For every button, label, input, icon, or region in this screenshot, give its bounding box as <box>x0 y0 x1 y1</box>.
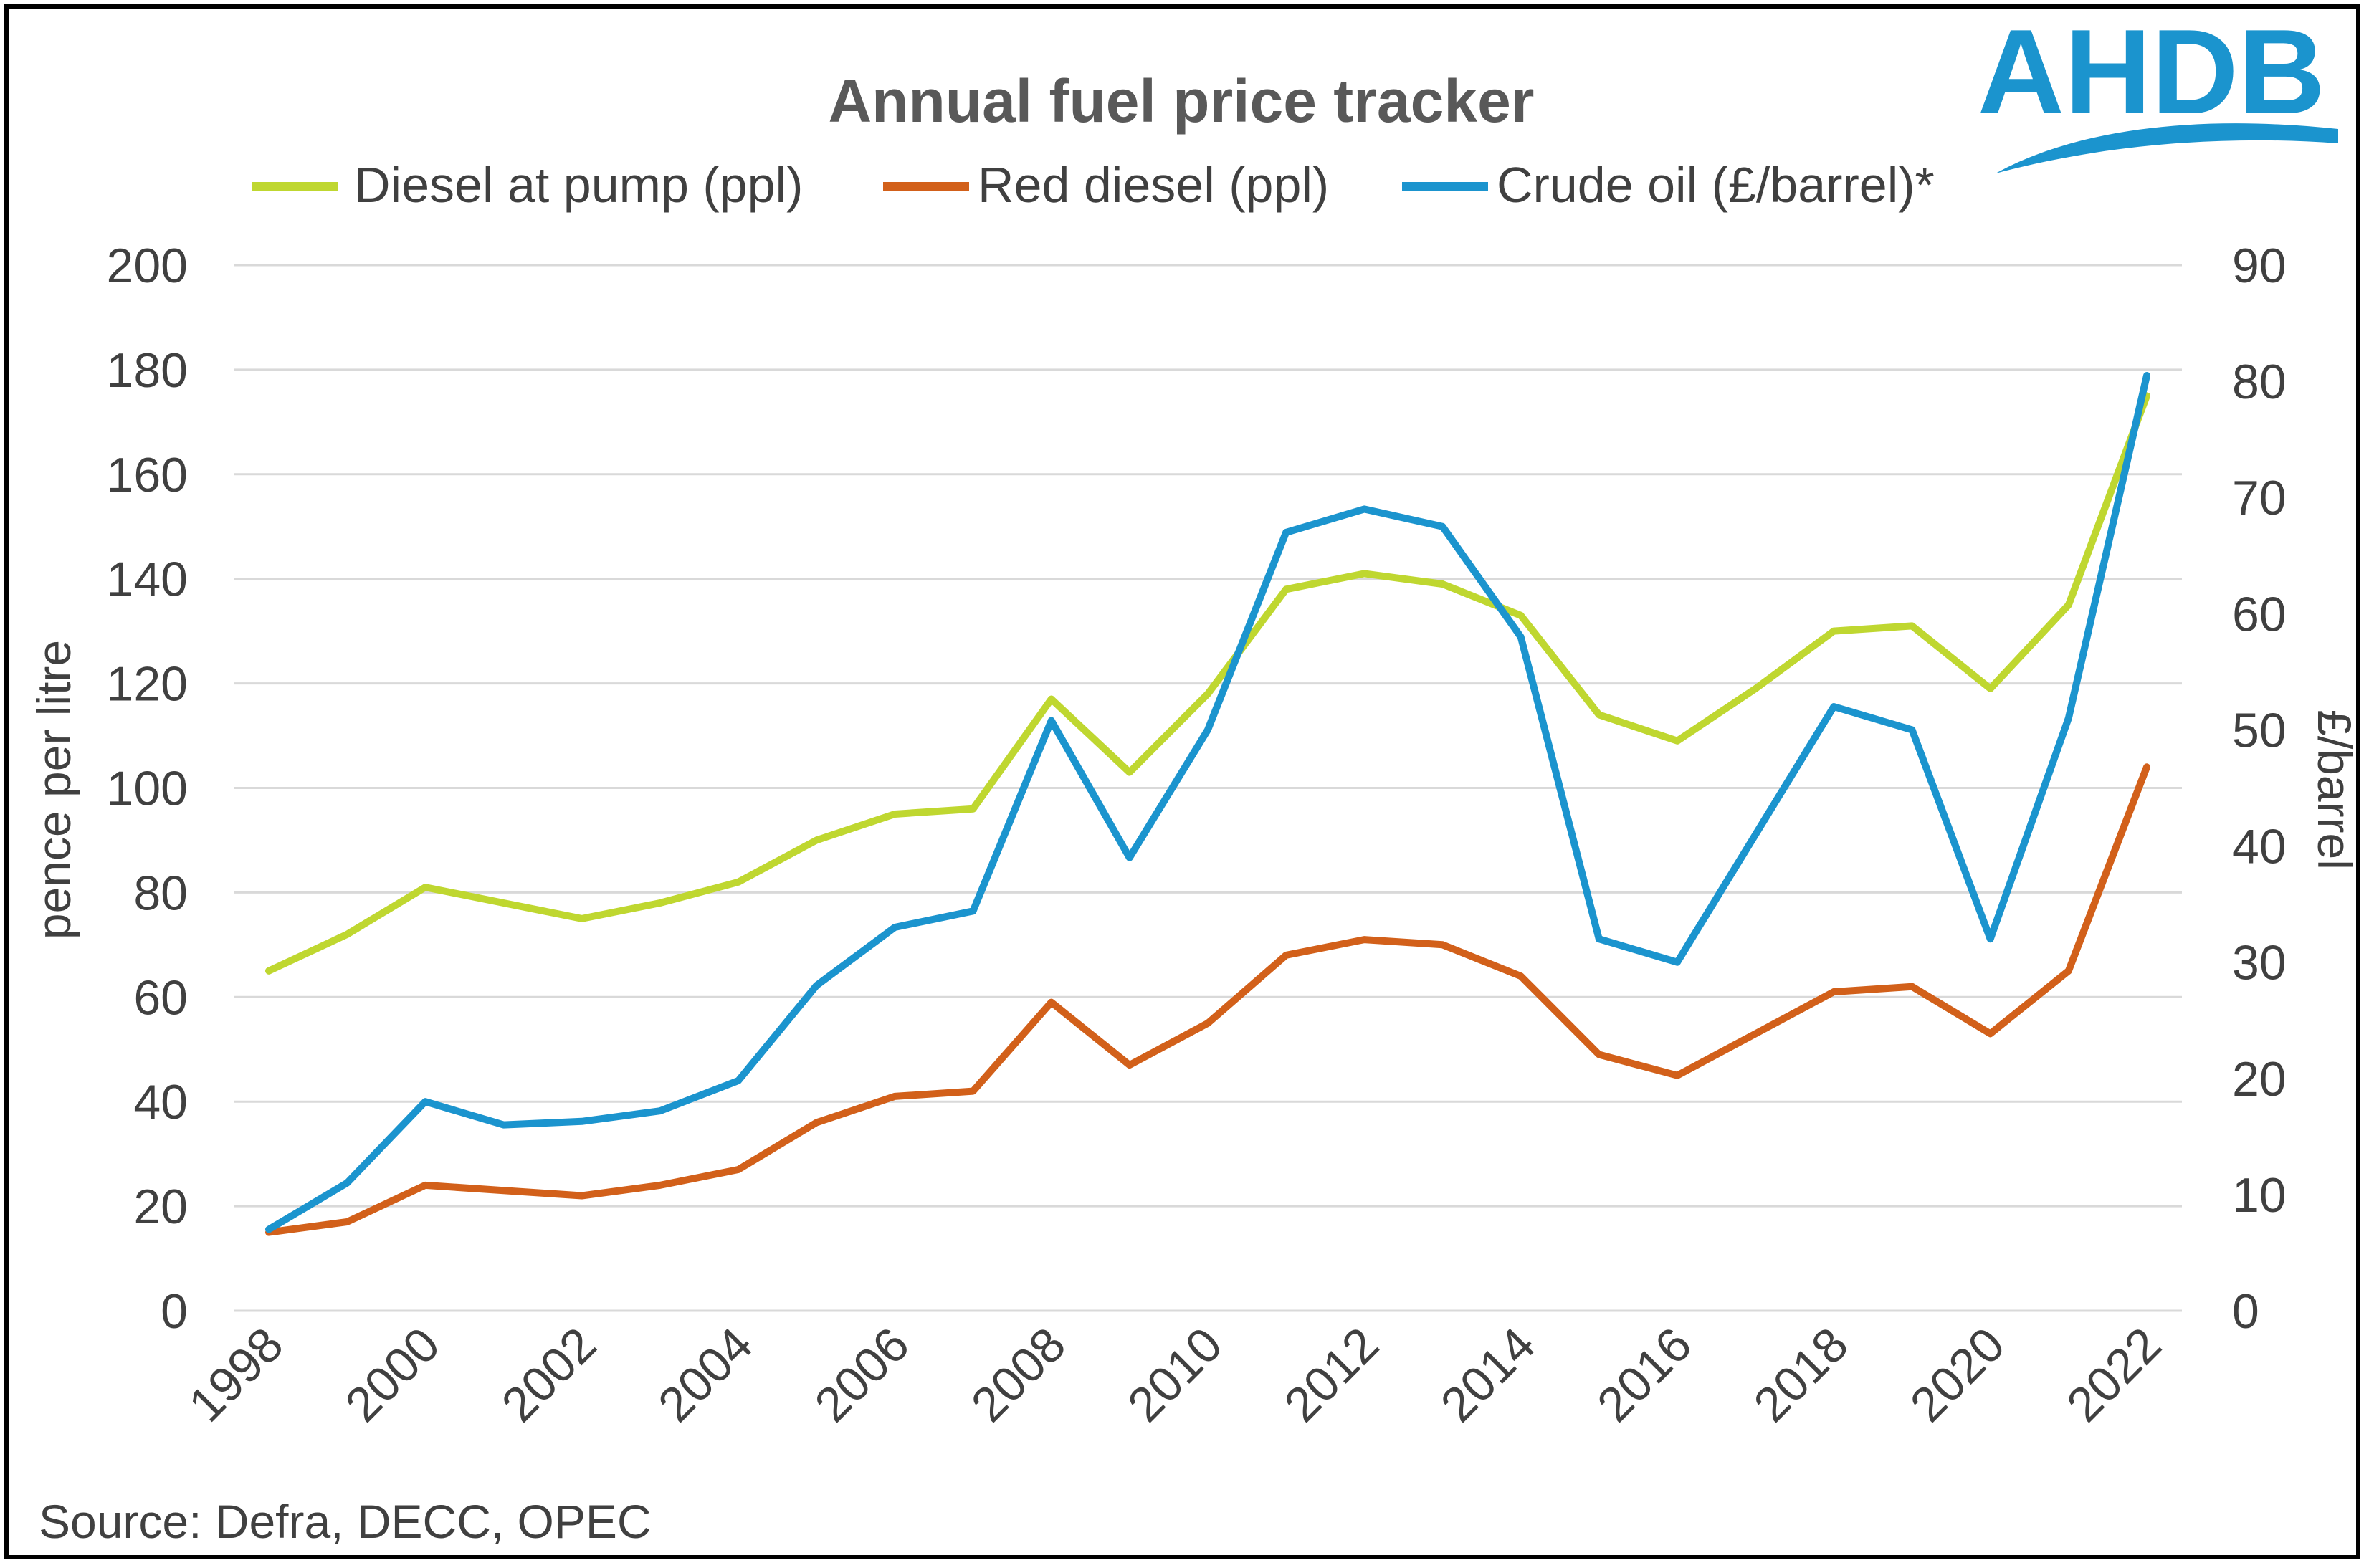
x-tick-label: 2004 <box>648 1317 763 1433</box>
y2-tick-label: 90 <box>2232 239 2287 293</box>
logo-swoosh <box>1996 123 2338 173</box>
x-tick-label: 2022 <box>2056 1317 2172 1433</box>
x-tick-label: 2014 <box>1431 1317 1546 1433</box>
y-tick-label: 100 <box>107 762 188 816</box>
y-tick-label: 120 <box>107 657 188 712</box>
legend-label: Red diesel (ppl) <box>978 157 1329 213</box>
legend-label: Crude oil (£/barrel)* <box>1497 157 1935 213</box>
y-axis-right: 0 10 20 30 40 50 60 70 80 90 <box>2232 239 2287 1339</box>
y2-tick-label: 80 <box>2232 355 2287 409</box>
y2-tick-label: 60 <box>2232 587 2287 641</box>
x-tick-label: 1998 <box>178 1317 294 1433</box>
legend-item-0: Diesel at pump (ppl) <box>252 157 803 213</box>
y-tick-label: 200 <box>107 239 188 293</box>
source-note: Source: Defra, DECC, OPEC <box>39 1495 652 1548</box>
y2-tick-label: 40 <box>2232 820 2287 874</box>
x-tick-label: 2016 <box>1587 1317 1702 1433</box>
legend-item-2: Crude oil (£/barrel)* <box>1402 157 1935 213</box>
gridlines <box>234 264 2182 1312</box>
series-line-0 <box>265 392 2150 975</box>
y2-tick-label: 20 <box>2232 1052 2287 1106</box>
y2-tick-label: 50 <box>2232 703 2287 757</box>
y-tick-label: 140 <box>107 553 188 607</box>
x-tick-label: 2006 <box>804 1317 920 1433</box>
y-tick-label: 60 <box>133 970 188 1025</box>
y2-tick-label: 70 <box>2232 471 2287 525</box>
x-tick-label: 2010 <box>1117 1317 1233 1433</box>
y-axis-left: 0 20 40 60 80 100 120 140 160 180 200 <box>107 239 188 1339</box>
series-line-1 <box>265 763 2150 1236</box>
x-tick-label: 2008 <box>961 1317 1077 1433</box>
logo-text: AHDB <box>1978 9 2325 139</box>
series-lines <box>265 372 2150 1236</box>
x-tick-label: 2002 <box>492 1317 607 1433</box>
x-tick-label: 2018 <box>1743 1317 1859 1433</box>
chart-title: Annual fuel price tracker <box>829 67 1535 135</box>
ahdb-logo: AHDB <box>1978 9 2338 173</box>
legend-item-1: Red diesel (ppl) <box>883 157 1329 213</box>
x-tick-label: 2012 <box>1274 1317 1389 1433</box>
legend-label: Diesel at pump (ppl) <box>354 157 803 213</box>
y2-tick-label: 0 <box>2232 1284 2259 1339</box>
y-tick-label: 180 <box>107 343 188 398</box>
y-tick-label: 80 <box>133 866 188 920</box>
y-tick-label: 40 <box>133 1075 188 1129</box>
chart-frame: Annual fuel price tracker AHDB Diesel at… <box>4 4 2360 1559</box>
y-tick-label: 20 <box>133 1180 188 1234</box>
y-tick-label: 0 <box>161 1284 188 1339</box>
y2-tick-label: 10 <box>2232 1168 2287 1223</box>
series-line-2 <box>265 372 2150 1233</box>
x-tick-label: 2000 <box>335 1317 450 1433</box>
y2-tick-label: 30 <box>2232 936 2287 990</box>
legend: Diesel at pump (ppl) Red diesel (ppl) Crud… <box>252 157 1935 213</box>
x-axis: 1998 2000 2002 2004 2006 2008 2010 2012 2014 2016… <box>178 1317 2172 1433</box>
y-axis-label: pence per litre <box>27 640 80 940</box>
y2-axis-label: £/barrel <box>2308 709 2360 870</box>
y-tick-label: 160 <box>107 448 188 502</box>
line-chart: Annual fuel price tracker AHDB Diesel at… <box>27 9 2360 1548</box>
x-tick-label: 2020 <box>1900 1317 2016 1433</box>
